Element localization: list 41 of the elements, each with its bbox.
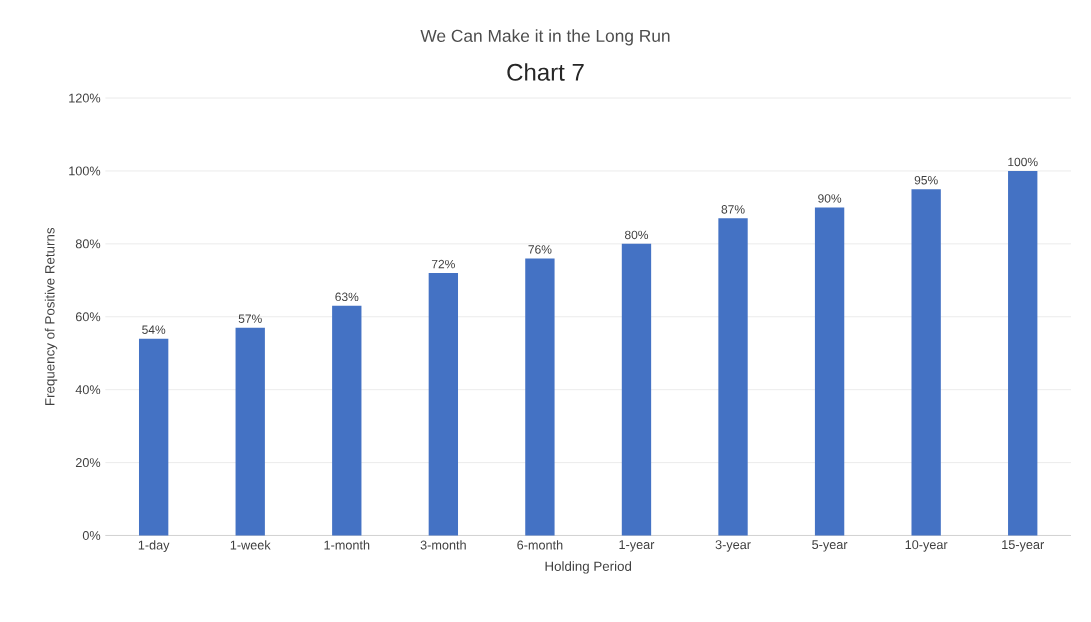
bar [911,189,941,536]
data-label: 63% [335,292,359,302]
chart-subtitle: Chart 7 [507,63,584,82]
y-tick-label: 120% [69,93,101,103]
bar [814,207,845,536]
x-tick-label: 6-month [517,540,563,550]
bar [428,273,459,536]
y-tick-label: 60% [75,312,101,322]
data-label: 72% [431,260,455,269]
data-label: 80% [624,230,649,240]
data-label: 95% [914,176,938,185]
data-label: 87% [721,205,745,214]
x-axis-title: Holding Period [545,561,632,574]
x-tick-label: 10-year [905,540,948,552]
x-tick-label: 3-month [420,540,466,550]
y-tick-label: 80% [75,239,101,249]
data-label: 54% [142,325,166,335]
y-tick-label: 100% [69,166,101,176]
x-tick-label: 1-day [138,540,170,553]
y-axis-title: Frequency of Positive Returns [44,228,58,406]
bar [1008,171,1038,536]
y-tick-label: 0% [82,531,101,541]
x-tick-label: 15-year [1002,540,1044,552]
bar [525,258,555,536]
x-tick-label: 1-year [619,540,655,552]
bar [718,218,748,536]
data-label: 100% [1008,157,1038,167]
data-label: 57% [238,314,262,324]
bar [621,244,652,536]
y-tick-label: 40% [75,385,101,395]
x-tick-label: 3-year [715,540,751,552]
bar [235,327,265,536]
x-tick-label: 1-week [230,540,271,550]
chart-title: We Can Make it in the Long Run [420,29,670,46]
x-tick-label: 1-month [324,540,370,550]
x-tick-label: 5-year [812,540,848,552]
data-label: 90% [818,194,842,203]
data-label: 76% [528,245,552,254]
bar [138,338,169,536]
y-tick-label: 20% [75,458,101,468]
bar [332,306,362,536]
